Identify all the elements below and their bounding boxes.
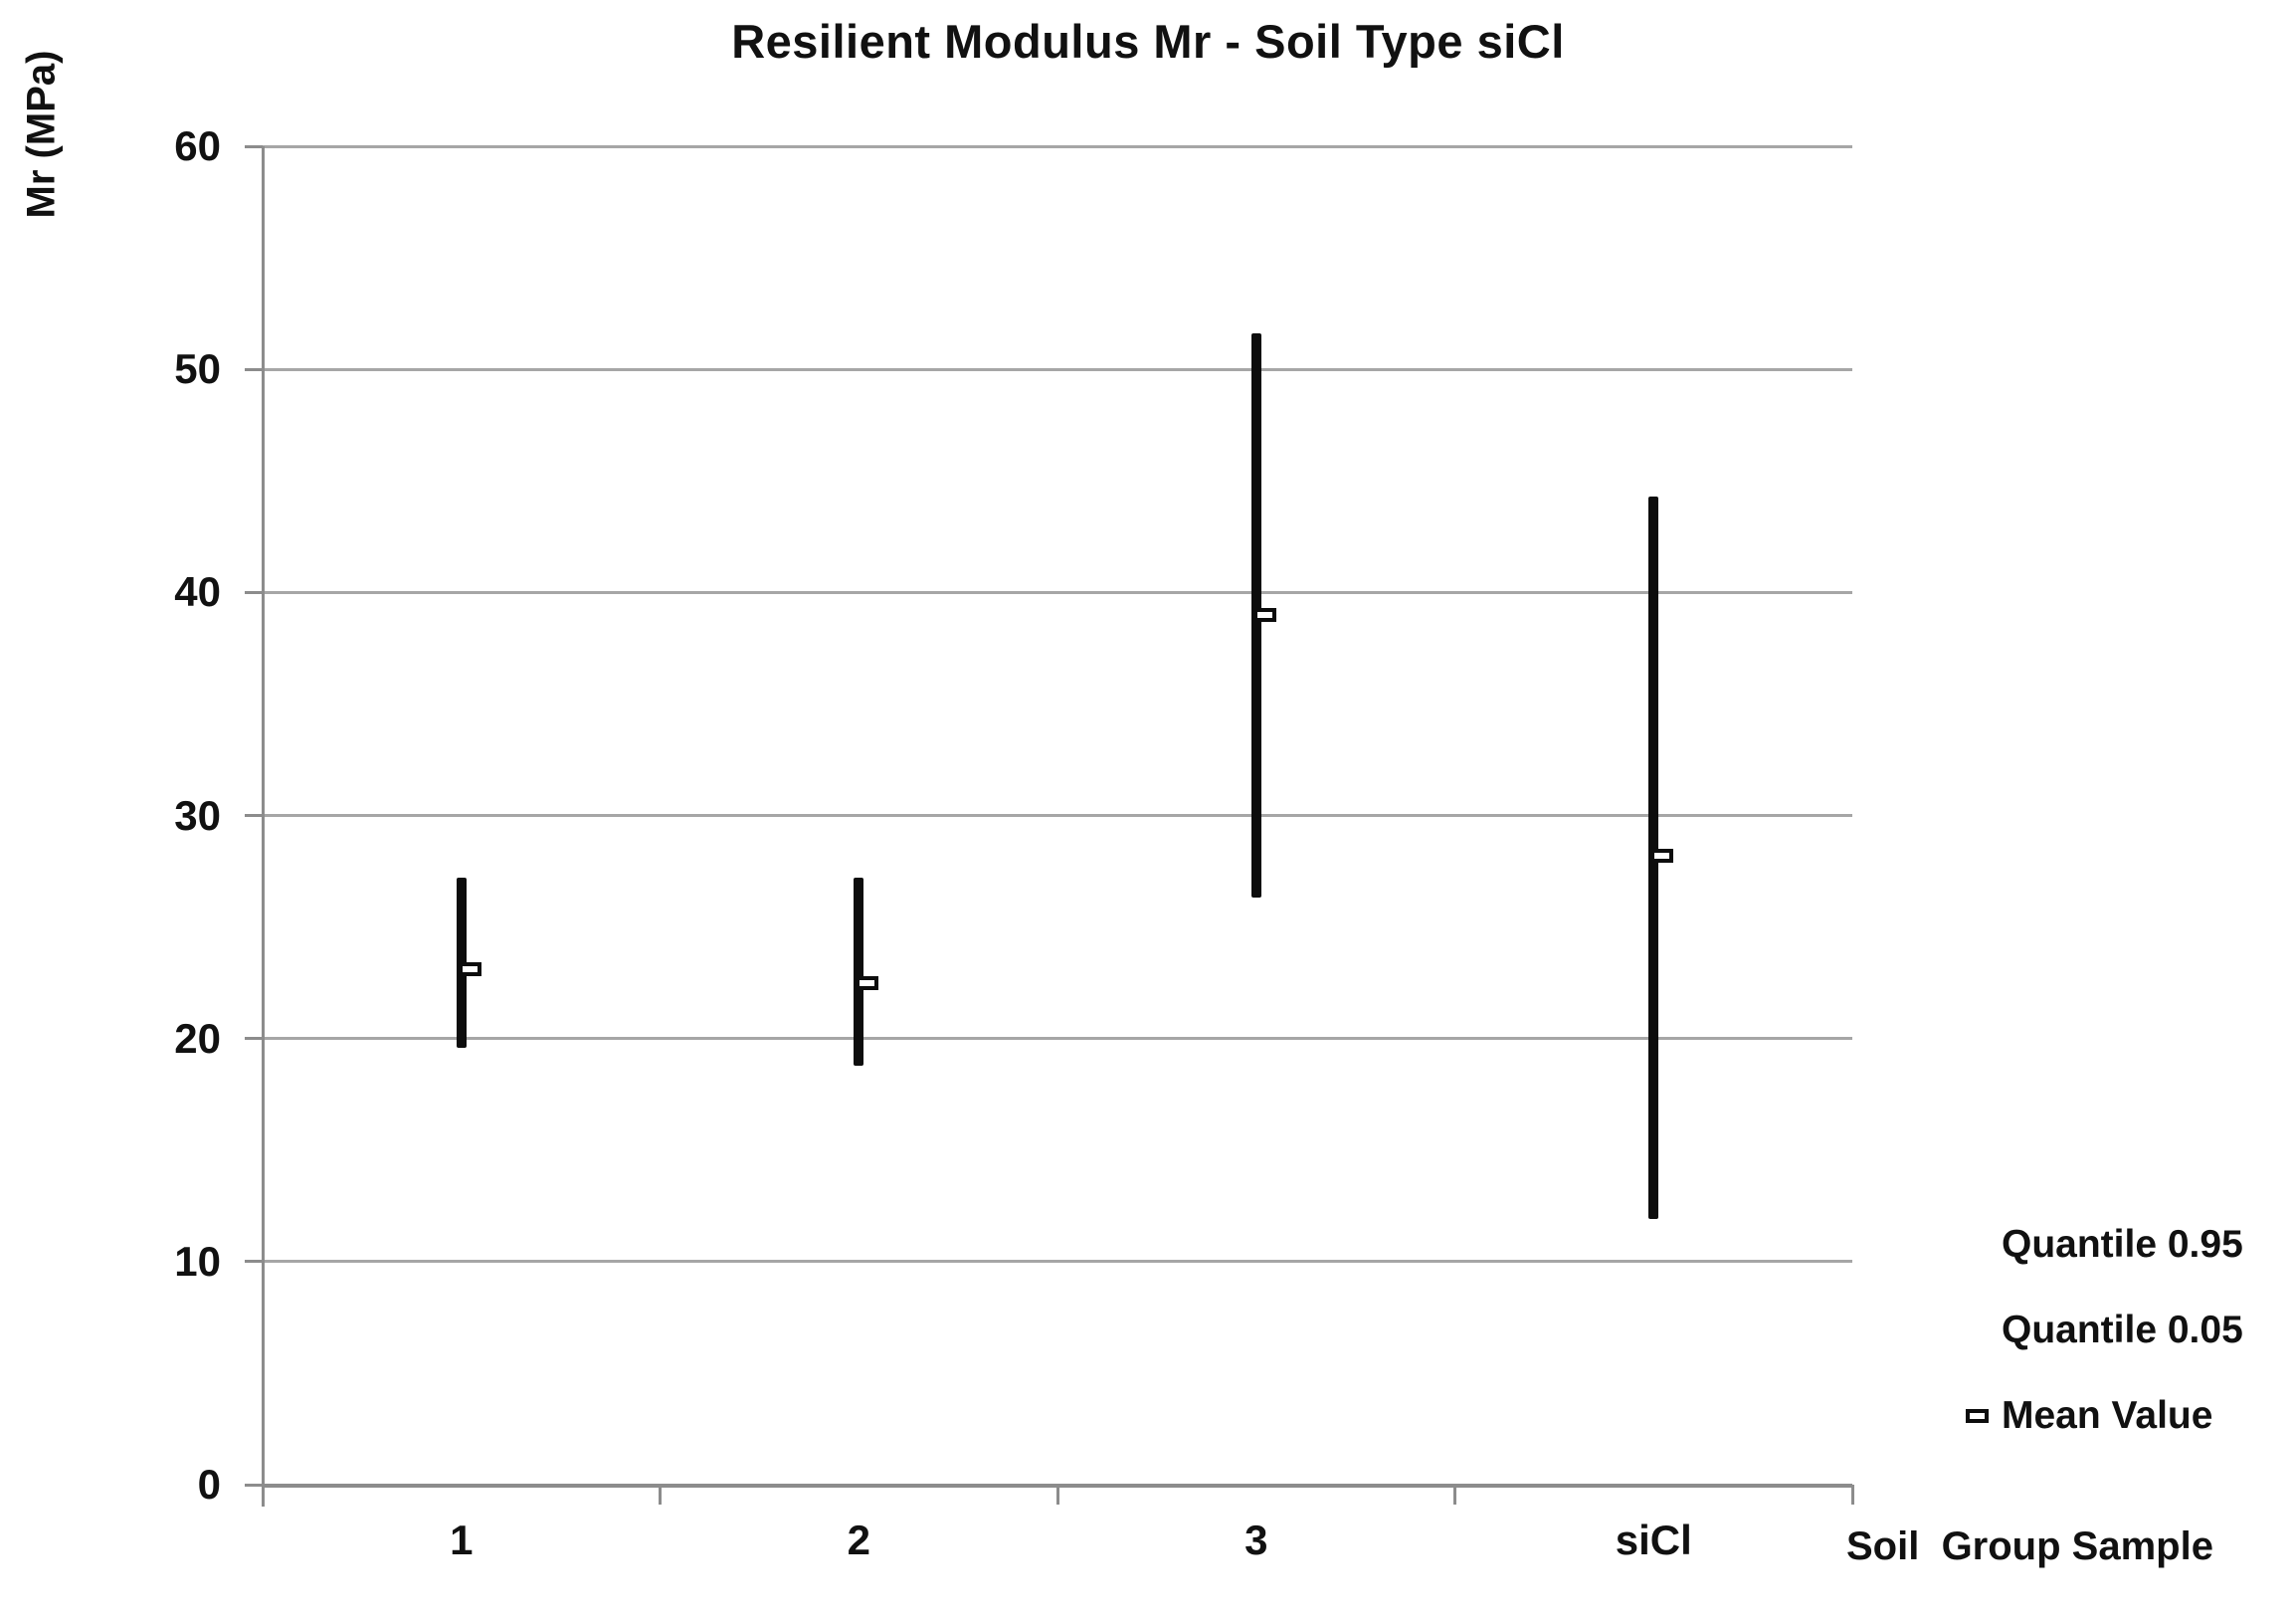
- x-axis-tick: [659, 1485, 662, 1505]
- quantile-range-line: [854, 878, 864, 1066]
- mean-value-marker: [458, 962, 481, 977]
- legend-item: Mean Value: [1958, 1373, 2243, 1459]
- mean-value-marker: [1650, 848, 1674, 863]
- x-tick-label: 3: [1244, 1517, 1268, 1563]
- y-axis-title: Mr (MPa): [19, 50, 64, 219]
- legend-label: Mean Value: [2002, 1394, 2213, 1437]
- x-tick-label: 1: [450, 1517, 474, 1563]
- x-axis-tick: [1453, 1485, 1456, 1505]
- y-axis-tick: [245, 590, 263, 594]
- y-gridline: [263, 367, 1852, 371]
- x-axis-tick: [1850, 1485, 1854, 1505]
- x-tick-label: siCl: [1615, 1517, 1692, 1563]
- x-axis-tick: [1055, 1485, 1059, 1505]
- y-tick-label: 50: [174, 345, 221, 393]
- x-axis-title: Soil Group Sample: [1846, 1524, 2213, 1568]
- legend: Quantile 0.95 Quantile 0.05 Mean Value: [1958, 1202, 2243, 1459]
- y-tick-label: 60: [174, 122, 221, 169]
- y-tick-label: 0: [197, 1461, 221, 1508]
- y-axis-tick: [245, 1037, 263, 1041]
- y-axis-tick: [245, 1483, 263, 1487]
- legend-item: Quantile 0.95: [1958, 1202, 2243, 1288]
- mean-marker-icon: [1966, 1409, 1989, 1423]
- legend-label: Quantile 0.05: [2002, 1309, 2243, 1351]
- y-tick-label: 10: [174, 1237, 221, 1285]
- y-axis-tick: [245, 367, 263, 371]
- y-gridline: [263, 1260, 1852, 1264]
- legend-label: Quantile 0.95: [2002, 1223, 2243, 1266]
- mean-value-marker: [1252, 607, 1276, 622]
- y-tick-label: 40: [174, 568, 221, 616]
- y-gridline: [263, 144, 1852, 148]
- y-axis-tick: [245, 144, 263, 148]
- chart-title: Resilient Modulus Mr - Soil Type siCl: [731, 15, 1565, 68]
- mean-value-marker: [856, 975, 879, 990]
- y-gridline: [263, 814, 1852, 817]
- y-tick-label: 20: [174, 1014, 221, 1062]
- legend-item: Quantile 0.05: [1958, 1288, 2243, 1373]
- y-axis-line: [261, 146, 265, 1507]
- y-gridline: [263, 590, 1852, 594]
- y-axis-tick: [245, 814, 263, 817]
- y-tick-label: 30: [174, 791, 221, 839]
- y-gridline: [263, 1037, 1852, 1041]
- y-axis-tick: [245, 1260, 263, 1264]
- x-tick-label: 2: [847, 1517, 870, 1563]
